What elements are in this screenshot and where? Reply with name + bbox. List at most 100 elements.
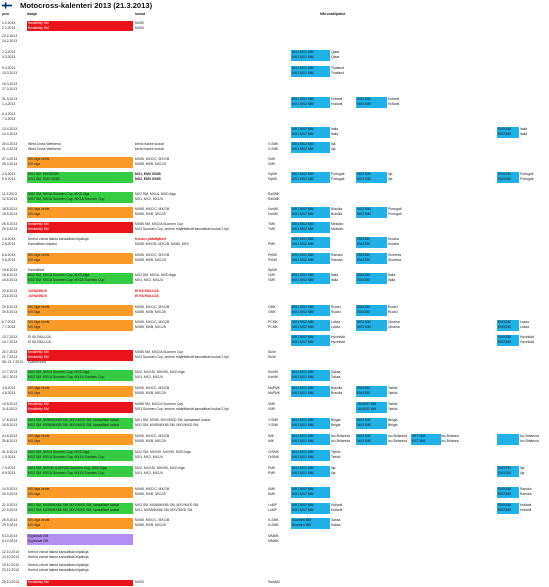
table-row: 17.3.2013 <box>0 87 549 92</box>
table-row: 15.6.2013 Kansalliset SpMK <box>0 268 549 273</box>
table-row: 31.8.2013 MX2 SM, MX1A Suomen Cup, MXD-li… <box>0 450 549 456</box>
date-cell: 1.9.2013 <box>2 455 16 460</box>
date-cell: 25.10.2013 <box>2 580 19 585</box>
date-cell: 28.4.2013 <box>2 162 18 167</box>
mm-series-cell: MX1 MX2 MM <box>291 418 330 424</box>
classes-cell: MX85, MXB, MX125 <box>135 391 166 396</box>
table-row: 8.9.2013 MX2 SM, MX1A Suomen Cup, MX1A Su… <box>0 471 549 477</box>
date-cell: 14.4.2013 <box>2 132 18 137</box>
organizer-cell: VMK <box>268 407 276 412</box>
mm-location-cell: Qatar <box>331 55 340 60</box>
series2-location-cell: Slovenia <box>388 258 402 263</box>
classes-cell: MX2 SM, MX85/MX65 SM, MXV/MXD SM <box>135 423 199 428</box>
event-cell: MX2 SM, MX1A Suomen Cup, MX1A Suomen Cup <box>27 278 133 284</box>
event-cell: MX-liiga kevät <box>27 518 133 524</box>
table-row: 11.5.2013 MX2 SM, MX1A Suomen Cup, MXD-li… <box>0 192 549 198</box>
title-row: Motocross-kalenteri 2013 (21.3.2013) <box>0 0 549 12</box>
series4-cell <box>497 434 519 440</box>
mm-location-cell: Saksa <box>331 518 341 523</box>
organizer-cell: V-SMK <box>268 147 279 152</box>
classes-cell: EI KILPAILUJA <box>135 294 159 299</box>
mm-series-cell: Suomen MM <box>291 518 330 524</box>
series4-location-cell: Hollanti <box>520 503 532 508</box>
organizer-cell: PMK <box>268 242 276 247</box>
table-row: 1.9.2013 MX2 SM, MX1A Suomen Cup, MX1A Su… <box>0 455 549 461</box>
event-cell: MX-liiga kevät <box>27 253 133 259</box>
mm-series-cell: MX1 MX2 MM <box>291 253 330 259</box>
event-cell: Keskitetty SM <box>27 350 133 356</box>
mm-series-cell: MX1 MX2 MM <box>291 222 330 228</box>
organizer-cell: Y-SMK <box>268 418 279 423</box>
classes-cell: Koulun päättäjäiset <box>135 237 167 242</box>
date-cell: 28.7.2013 <box>2 375 18 380</box>
series4-cell: EMX250 <box>497 335 519 341</box>
event-cell: Keskitetty SM <box>27 20 133 27</box>
mm-series-cell: MX1 MX2 MM <box>291 320 330 326</box>
header-classes: luokat <box>135 12 145 16</box>
date-cell: 27.4.2013 <box>2 157 18 162</box>
table-row: 25.10.2013 Keskitetty SM MX50 SamMC <box>0 580 549 586</box>
date-cell: 10.3.2013 <box>2 71 18 76</box>
organizer-cell: MaPMK <box>268 386 281 391</box>
mm-location-cell: Hollanti <box>331 102 343 107</box>
date-cell: 9.6.2013 <box>2 258 16 263</box>
date-cell: 2.6.2013 <box>2 242 16 247</box>
series3-cell: VET MM <box>411 439 441 445</box>
table-row: 1.4.2013 MX1 MX2 MM Hollanti MX3 MM Hollanti <box>0 102 549 108</box>
date-cell: 21.7.2013 <box>2 355 18 360</box>
series2-cell: EMX250 <box>356 305 387 311</box>
mm-series-cell: MX1 MX2 MM <box>291 50 330 56</box>
date-cell: 25.5.2013 <box>2 222 18 227</box>
series4-location-cell: Ilja <box>520 466 525 471</box>
table-row: 12.10.2013 Kerhot voivat hakea kansallisi… <box>0 550 549 555</box>
classes-cell: MX85, MXB, MX125 <box>135 162 166 167</box>
event-cell: MX2 SM, MX1A Suomen Cup, MX1A Suomen Cup <box>27 375 133 381</box>
event-cell: MX2 SM, MX1A Suomen Cup, MXD-liiga <box>27 370 133 376</box>
series4-cell: EMX250 <box>497 492 519 498</box>
table-row: 21.4.2013 West Cross Weekend kerho hakee l… <box>0 147 549 153</box>
organizer-cell: PCMK <box>268 320 278 325</box>
date-cell: 6.7.2013 <box>2 320 16 325</box>
organizer-cell: SkVe <box>268 355 276 360</box>
classes-cell: MX85 SM, MXC/A Suomen Cup <box>135 222 184 227</box>
mm-location-cell: Thailand <box>331 71 345 76</box>
series4-cell: EMX250 <box>497 503 519 509</box>
series2-location-cell: Kroatia <box>388 237 399 242</box>
date-cell: 8.9.2013 <box>2 471 16 476</box>
series2-cell: EMX250 <box>356 386 387 392</box>
organizer-cell: V-SMK <box>268 142 279 147</box>
classes-cell: MX85, MXB, MX125 <box>135 492 166 497</box>
mm-series-cell: MX1 MX2 MM <box>291 370 330 376</box>
event-cell: Keskitetty SM <box>27 227 133 233</box>
date-cell: 22.6.2013 <box>2 289 18 294</box>
event-cell: MX-liiga <box>27 162 133 168</box>
series4-cell: EMX250 <box>497 320 519 326</box>
series2-location-cell: Hollanti <box>388 102 400 107</box>
date-cell: 16.3.2013 <box>2 82 18 87</box>
table-row: 13.4.2013 MX1 MX2 MM Italia EMX250 Italia <box>0 127 549 133</box>
mm-location-cell <box>331 242 354 247</box>
date-cell: 7.4.2013 <box>2 117 16 122</box>
series2-cell: EMX250 <box>356 310 387 316</box>
date-cell: 21.9.2013 <box>2 503 18 508</box>
date-cell: 17.8.2013 <box>2 418 18 423</box>
event-cell: EI KILPAILUJA <box>28 340 51 345</box>
mm-series-cell: MX1 MX2 MM <box>291 102 330 108</box>
mm-location-cell: Hollanti <box>331 508 343 513</box>
table-row: 4.5.2013 MX1 SM, EMX65/85 MX1, EMX 65/85 Hy… <box>0 172 549 178</box>
mm-series-cell: MX1 MX2 MM <box>291 142 330 148</box>
classes-cell: MX2 SM, MX85/MX65 SM, MXV/MXD SM <box>135 503 199 508</box>
series4-location-cell: Ranska <box>520 492 532 497</box>
series2-cell: MX3 MM <box>356 418 387 424</box>
mm-series-cell: MX1 MX2 MM <box>291 375 330 381</box>
event-cell: MX-liiga <box>27 492 133 498</box>
mm-location-cell: Ranska <box>331 258 343 263</box>
mm-series-cell: MX1 MX2 MM <box>291 310 330 316</box>
event-cell: Syyskisat SM <box>27 534 133 540</box>
mm-series-cell: MX1 MX2 MM <box>291 258 330 264</box>
organizer-cell: PMK <box>268 471 276 476</box>
date-cell: 18.5.2013 <box>2 207 18 212</box>
date-cell: 24.2.2013 <box>2 39 18 44</box>
classes-cell: MX85, MXB, MX125 <box>135 523 166 528</box>
series4-location-cell: Latvia <box>520 325 530 330</box>
